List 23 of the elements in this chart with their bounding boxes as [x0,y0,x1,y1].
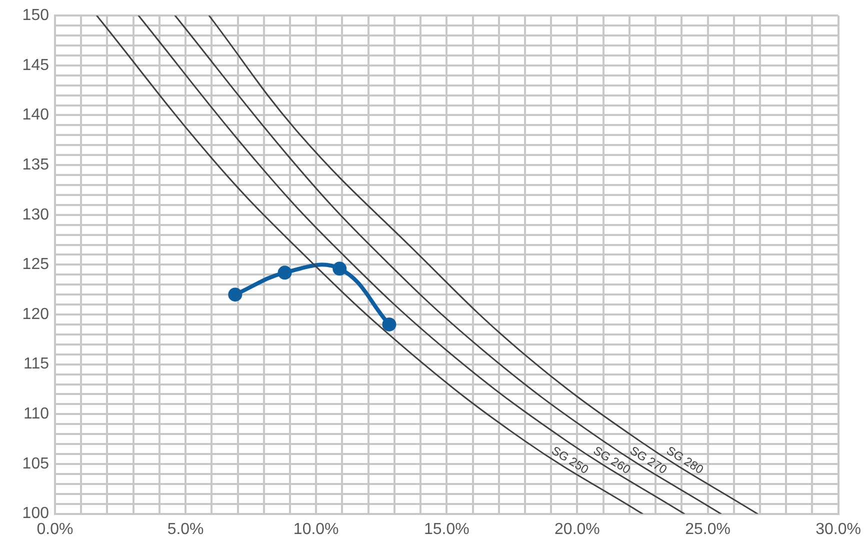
x-tick-label: 5.0% [167,520,204,538]
y-tick-label: 100 [22,505,50,522]
x-tick-label: 20.0% [554,520,600,538]
y-tick-label: 115 [23,356,50,373]
point [382,317,396,332]
y-tick-label: 120 [22,306,50,323]
y-tick-label: 105 [22,455,50,472]
point [332,262,347,276]
x-tick-label: 30.0% [816,520,862,538]
y-tick-label: 110 [23,406,50,423]
point [278,266,292,280]
point [228,288,242,302]
x-tick-label: 25.0% [685,520,730,538]
y-tick-label: 140 [22,106,50,124]
text: SG 250 [549,443,592,477]
y-tick-label: 125 [22,256,50,274]
y-tick-label: 145 [22,56,50,74]
y-tick-label: 130 [22,206,50,224]
x-tick-label: 15.0% [424,520,470,538]
y-tick-label: 135 [22,156,50,174]
y-tick-label: 150 [22,7,50,24]
x-tick-label: 10.0% [293,520,339,538]
x-tick-label: 0.0% [36,520,74,538]
